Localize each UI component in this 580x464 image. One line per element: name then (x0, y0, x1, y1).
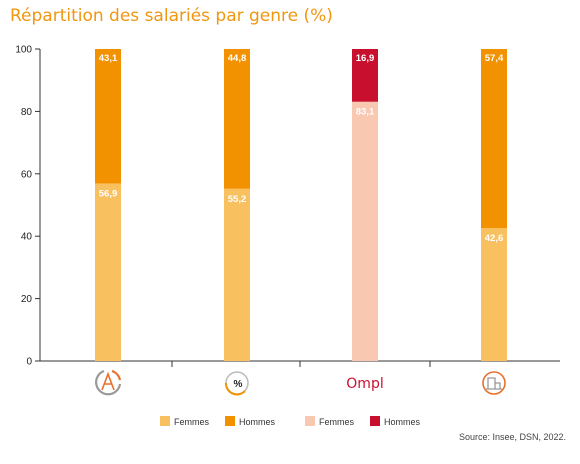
percent-icon-arc (224, 382, 246, 396)
architecture-icon-glyph (101, 371, 115, 391)
architecture-icon-arc (111, 369, 122, 381)
bar-label-hommes: 44,8 (228, 53, 247, 64)
building-icon (482, 371, 506, 395)
legend-label: Femmes (174, 417, 210, 427)
bar-label-femmes: 42,6 (485, 233, 504, 244)
architecture-icon (95, 369, 122, 396)
legend-swatch (305, 416, 315, 426)
y-tick-label: 80 (21, 107, 33, 118)
percent-icon-glyph: % (234, 379, 243, 390)
bar-label-femmes: 55,2 (228, 194, 247, 205)
bar-hommes (224, 49, 250, 189)
bar-label-femmes: 83,1 (356, 107, 375, 118)
legend-label: Hommes (239, 417, 276, 427)
bar-femmes (224, 188, 250, 361)
bar-hommes (352, 49, 378, 102)
legend-swatch (225, 416, 235, 426)
bar-label-hommes: 16,9 (356, 53, 375, 64)
y-tick-label: 20 (21, 294, 33, 305)
legend-label: Hommes (384, 417, 421, 427)
chart-title: Répartition des salariés par genre (%) (10, 6, 333, 26)
y-tick-label: 60 (21, 169, 33, 180)
legend-label: Femmes (319, 417, 355, 427)
bar-hommes (95, 49, 121, 184)
bar-label-hommes: 57,4 (485, 53, 504, 64)
source-note: Source: Insee, DSN, 2022. (458, 432, 566, 442)
bar-femmes (352, 101, 378, 361)
legend-swatch (160, 416, 170, 426)
bar-label-femmes: 56,9 (99, 188, 118, 199)
bar-hommes (481, 49, 507, 229)
y-tick-label: 40 (21, 232, 33, 243)
bar-femmes (481, 228, 507, 361)
ompl-logo: Ompl (346, 376, 383, 392)
bar-femmes (95, 183, 121, 361)
legend-swatch (370, 416, 380, 426)
building-icon-glyph (486, 377, 502, 390)
bar-label-hommes: 43,1 (99, 53, 118, 64)
y-tick-label: 0 (26, 357, 32, 368)
y-tick-label: 100 (15, 45, 32, 56)
